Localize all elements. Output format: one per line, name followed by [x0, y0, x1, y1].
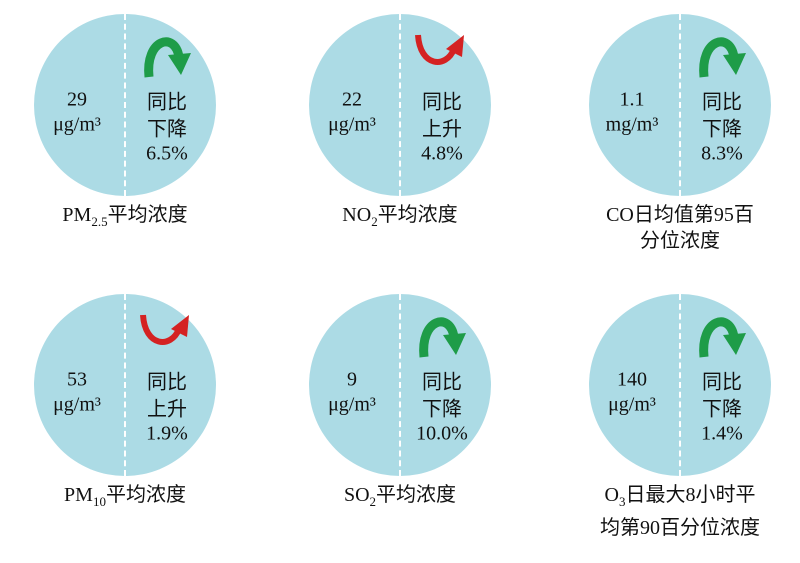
change: 1.4%: [701, 422, 743, 445]
label-prefix: PM: [62, 204, 92, 226]
indicator-label: NO2平均浓度: [290, 202, 510, 235]
value: 9: [347, 368, 357, 391]
compare: 同比: [702, 371, 742, 394]
label-prefix: CO: [606, 204, 634, 226]
label-text: 日均值第95百: [633, 204, 754, 226]
label-text: 平均浓度: [107, 204, 188, 226]
indicator-circle: [34, 14, 216, 196]
divider: [679, 14, 681, 196]
compare: 同比: [422, 91, 462, 114]
indicator-circle: [589, 294, 771, 476]
change: 4.8%: [421, 142, 463, 165]
value: 53: [67, 368, 87, 391]
change: 8.3%: [701, 142, 743, 165]
trend: 下降: [702, 398, 742, 421]
trend: 下降: [702, 118, 742, 141]
trend-arrow: [699, 317, 746, 358]
label-text: 分位浓度: [640, 230, 720, 252]
trend: 下降: [147, 118, 187, 141]
label-text: 平均浓度: [105, 484, 186, 506]
trend-arrow: [140, 314, 189, 345]
label-subscript: 2: [371, 214, 378, 229]
label-prefix: SO: [343, 484, 370, 506]
unit: μg/m³: [53, 393, 101, 416]
divider: [399, 14, 401, 196]
label-prefix: O: [604, 484, 619, 506]
trend: 上升: [147, 398, 187, 421]
unit: mg/m³: [605, 113, 659, 136]
divider: [124, 14, 126, 196]
unit: μg/m³: [53, 113, 101, 136]
trend: 上升: [422, 118, 462, 141]
indicator-label: PM2.5平均浓度: [15, 202, 235, 235]
change: 10.0%: [416, 422, 468, 445]
label-text: 均第90百分位浓度: [600, 517, 760, 539]
indicator-circle: [589, 14, 771, 196]
compare: 同比: [147, 371, 187, 394]
value: 140: [617, 368, 647, 391]
indicator-label: O3日最大8小时平均第90百分位浓度: [570, 482, 790, 541]
unit: μg/m³: [328, 393, 376, 416]
trend-arrow: [419, 317, 466, 358]
unit: μg/m³: [328, 113, 376, 136]
label-text: 平均浓度: [377, 204, 458, 226]
label-subscript: 2: [369, 494, 377, 509]
compare: 同比: [147, 91, 187, 114]
trend: 下降: [422, 398, 462, 421]
value: 22: [342, 88, 362, 111]
value: 1.1: [619, 88, 645, 111]
value: 29: [67, 88, 87, 111]
change: 1.9%: [146, 422, 188, 445]
divider: [679, 294, 681, 476]
label-text: 日最大8小时平: [625, 484, 756, 506]
label-prefix: NO: [342, 204, 372, 226]
compare: 同比: [702, 91, 742, 114]
indicator-circle: [309, 294, 491, 476]
label-subscript: 3: [618, 494, 626, 509]
trend-arrow: [415, 34, 464, 65]
trend-arrow: [699, 37, 746, 78]
indicator-label: PM10平均浓度: [15, 482, 235, 515]
compare: 同比: [422, 371, 462, 394]
trend-arrow: [144, 37, 191, 78]
indicator-label: CO日均值第95百分位浓度: [570, 202, 790, 254]
divider: [124, 294, 126, 476]
divider: [399, 294, 401, 476]
label-text: 平均浓度: [376, 484, 457, 506]
change: 6.5%: [146, 142, 188, 165]
indicator-label: SO2平均浓度: [290, 482, 510, 515]
label-subscript: 10: [92, 494, 106, 509]
label-prefix: PM: [64, 484, 93, 506]
label-subscript: 2.5: [91, 214, 108, 229]
unit: μg/m³: [608, 393, 656, 416]
